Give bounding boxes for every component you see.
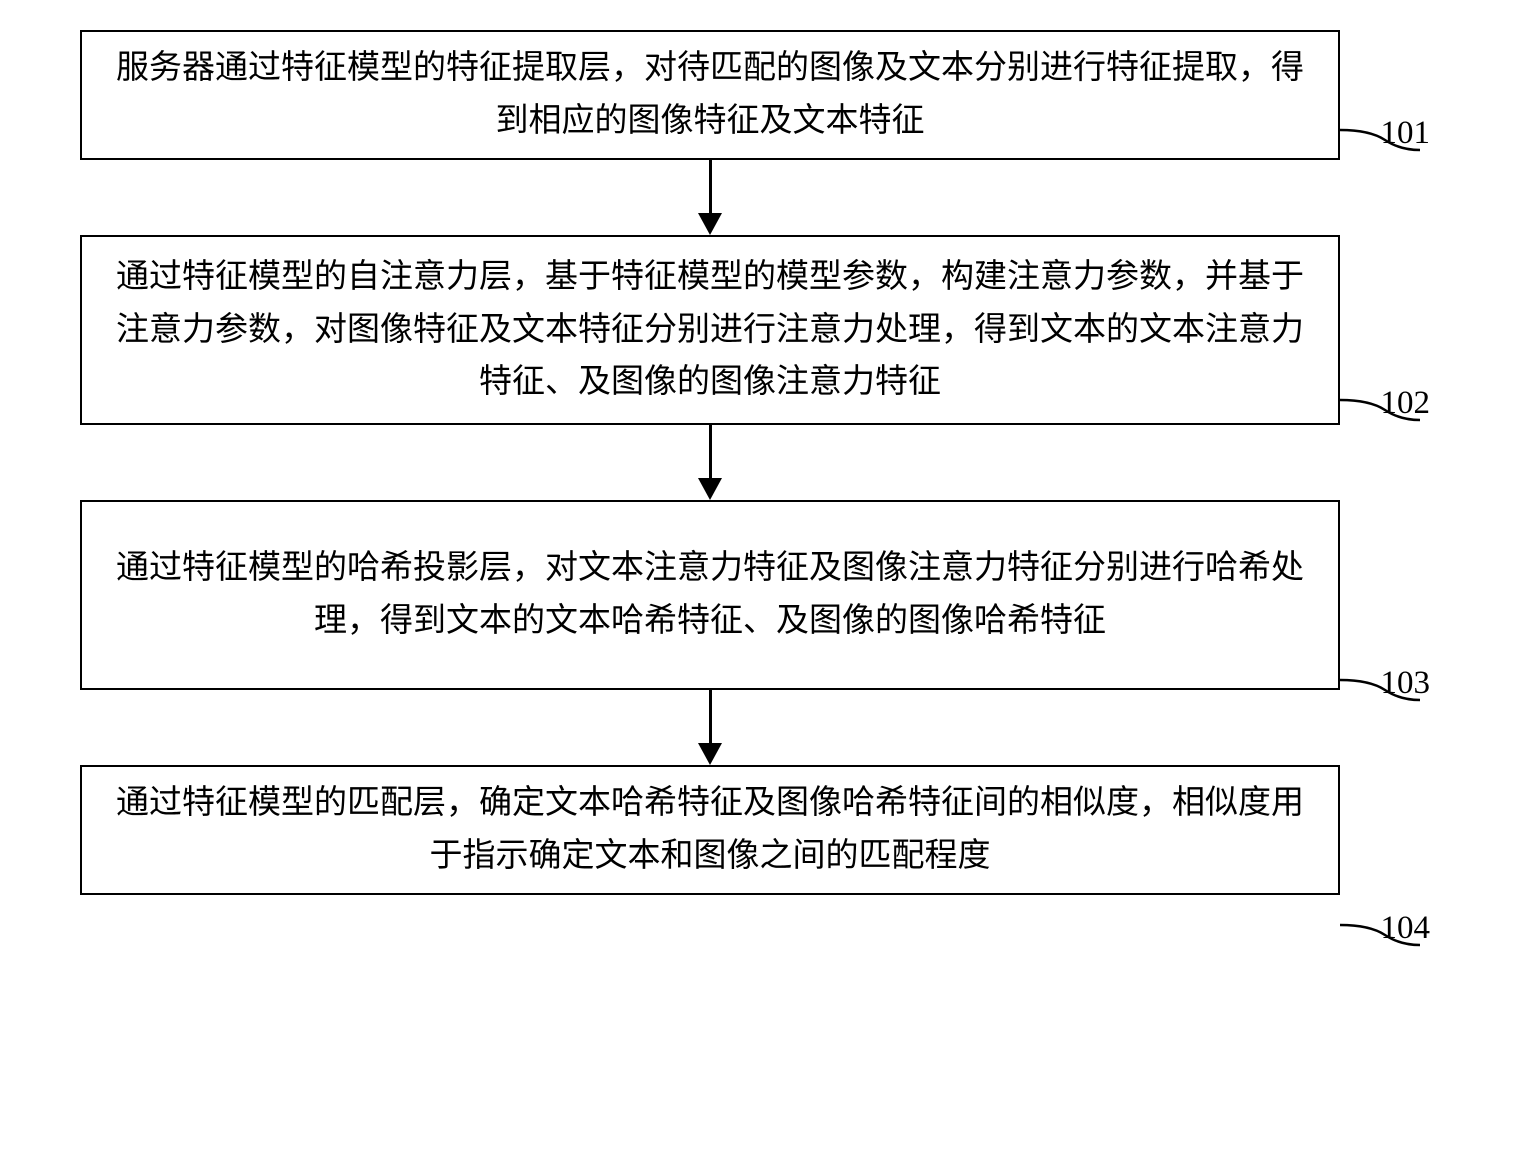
flowchart-step-103: 通过特征模型的哈希投影层，对文本注意力特征及图像注意力特征分别进行哈希处理，得到… <box>80 500 1340 690</box>
step-label-101: 101 <box>1381 115 1431 152</box>
arrow-3 <box>80 690 1340 765</box>
step-text: 服务器通过特征模型的特征提取层，对待匹配的图像及文本分别进行特征提取，得到相应的… <box>112 42 1308 148</box>
flowchart-step-101: 服务器通过特征模型的特征提取层，对待匹配的图像及文本分别进行特征提取，得到相应的… <box>80 30 1340 160</box>
arrow-line <box>709 160 712 215</box>
step-label-104: 104 <box>1381 910 1431 947</box>
arrow-head <box>698 743 722 765</box>
flowchart-step-104: 通过特征模型的匹配层，确定文本哈希特征及图像哈希特征间的相似度，相似度用于指示确… <box>80 765 1340 895</box>
step-text: 通过特征模型的匹配层，确定文本哈希特征及图像哈希特征间的相似度，相似度用于指示确… <box>112 777 1308 883</box>
arrow-1 <box>80 160 1340 235</box>
step-text: 通过特征模型的自注意力层，基于特征模型的模型参数，构建注意力参数，并基于注意力参… <box>112 251 1308 409</box>
arrow-head <box>698 213 722 235</box>
arrow-2 <box>80 425 1340 500</box>
flowchart-step-102: 通过特征模型的自注意力层，基于特征模型的模型参数，构建注意力参数，并基于注意力参… <box>80 235 1340 425</box>
arrow-head <box>698 478 722 500</box>
step-label-102: 102 <box>1381 385 1431 422</box>
flowchart-container: 服务器通过特征模型的特征提取层，对待匹配的图像及文本分别进行特征提取，得到相应的… <box>60 30 1470 895</box>
arrow-line <box>709 425 712 480</box>
step-text: 通过特征模型的哈希投影层，对文本注意力特征及图像注意力特征分别进行哈希处理，得到… <box>112 542 1308 648</box>
step-label-103: 103 <box>1381 665 1431 702</box>
arrow-line <box>709 690 712 745</box>
